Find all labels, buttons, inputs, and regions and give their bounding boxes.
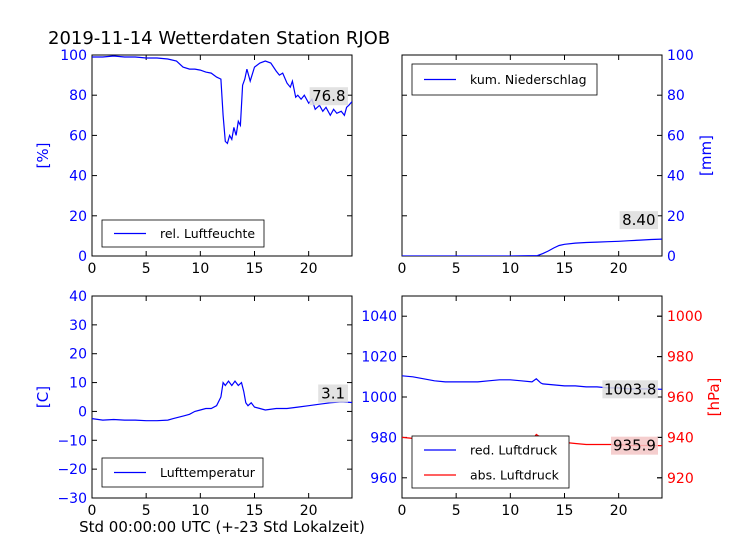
x-axis-label: Std 00:00:00 UTC (+-23 Std Lokalzeit) [79, 518, 365, 536]
y-tick-label-right: 960 [667, 390, 694, 406]
last-value-label: 76.8 [312, 87, 345, 105]
last-value-label: 935.9 [613, 437, 656, 455]
panel-temperature: 0 5 10 15 20 −30 −20 −10 0 10 20 30 40 [C] 3.1 Lufttemp… [34, 289, 353, 519]
y-tick-label-right: 940 [667, 430, 694, 446]
y-tick-label: 80 [69, 88, 87, 104]
legend-entry: Lufttemperatur [160, 465, 256, 480]
legend: kum. Niederschlag [411, 63, 598, 96]
x-tick-label: 10 [501, 503, 519, 519]
x-tick-label: 15 [556, 503, 574, 519]
value-label-box [611, 436, 658, 455]
legend: red. Luftdruck abs. Luftdruck [411, 435, 570, 489]
x-tick-label: 0 [88, 261, 97, 277]
y-tick-label: 60 [69, 128, 87, 144]
y-axis-label: [C] [34, 386, 52, 408]
x-tick-label: 5 [452, 261, 461, 277]
y-axis-label-right: [hPa] [705, 378, 723, 417]
y-axis-label: [%] [34, 143, 52, 169]
legend-frame [411, 435, 570, 489]
y-tick-label: −10 [57, 433, 87, 449]
y-tick-label: 20 [69, 347, 87, 363]
y-tick-label: −30 [57, 491, 87, 507]
y-tick-label-right: 0 [667, 249, 676, 265]
y-tick-label-right: 1000 [667, 309, 703, 325]
y-tick-label: 10 [69, 376, 87, 392]
y-tick-label-right: 980 [667, 350, 694, 366]
panel-pressure: 0 5 10 15 20 960 980 1000 1020 1040 920 940 960 980 10… [361, 295, 723, 519]
figure-title: 2019-11-14 Wetterdaten Station RJOB [48, 28, 390, 49]
x-tick-label: 0 [398, 261, 407, 277]
x-tick-label: 20 [300, 261, 318, 277]
x-tick-label: 5 [142, 261, 151, 277]
y-tick-label: 40 [69, 289, 87, 305]
x-tick-label: 20 [300, 503, 318, 519]
value-label-box [602, 380, 658, 399]
x-tick-label: 15 [246, 503, 264, 519]
plot-frame [91, 54, 353, 257]
y-tick-label-right: 20 [667, 209, 685, 225]
legend-entry: red. Luftdruck [470, 443, 558, 458]
y-tick-label: 30 [69, 318, 87, 334]
y-axis-label: [mm] [697, 135, 715, 176]
series-line-precip-0 [402, 238, 662, 256]
panel-humidity: 0 5 10 15 20 0 20 40 60 80 100 [%] 76.8 rel. Luftfeuc… [34, 48, 353, 277]
x-tick-label: 20 [610, 261, 628, 277]
x-tick-label: 20 [610, 503, 628, 519]
x-tick-label: 10 [191, 503, 209, 519]
y-tick-label: 100 [60, 48, 87, 64]
x-tick-label: 15 [246, 261, 264, 277]
x-tick-label: 0 [398, 503, 407, 519]
x-tick-label: 10 [191, 261, 209, 277]
y-tick-label: 1000 [361, 390, 397, 406]
y-tick-label-right: 920 [667, 471, 694, 487]
last-value-label: 1003.8 [604, 380, 657, 398]
y-tick-label-right: 40 [667, 169, 685, 185]
series-line-humidity-0 [92, 55, 352, 145]
y-tick-label: 960 [370, 471, 397, 487]
y-tick-label: 0 [78, 249, 87, 265]
x-tick-label: 10 [501, 261, 519, 277]
last-value-label: 8.40 [622, 211, 655, 229]
legend-entry: rel. Luftfeuchte [160, 226, 255, 241]
series-line-temperature-0 [92, 380, 352, 422]
last-value-label: 3.1 [321, 384, 345, 402]
y-tick-label-right: 100 [667, 48, 694, 64]
y-tick-label: 20 [69, 209, 87, 225]
y-tick-label: 1040 [361, 309, 397, 325]
y-tick-label: −20 [57, 462, 87, 478]
value-label-box [309, 87, 348, 106]
x-tick-label: 5 [452, 503, 461, 519]
value-label-box [619, 211, 658, 230]
y-tick-label: 980 [370, 430, 397, 446]
legend: Lufttemperatur [101, 457, 264, 488]
x-tick-label: 0 [88, 503, 97, 519]
y-tick-label: 0 [78, 404, 87, 420]
y-tick-label-right: 60 [667, 128, 685, 144]
y-tick-label: 1020 [361, 350, 397, 366]
panel-precip: 0 5 10 15 20 0 20 40 60 80 100 [mm] 8.40 kum. Nieders… [398, 48, 715, 277]
y-tick-label: 40 [69, 169, 87, 185]
value-label-box [318, 384, 348, 403]
legend-entry: abs. Luftdruck [470, 468, 560, 483]
x-tick-label: 5 [142, 503, 151, 519]
plot-frame [91, 295, 353, 499]
legend-entry: kum. Niederschlag [470, 72, 587, 87]
y-tick-label-right: 80 [667, 88, 685, 104]
x-tick-label: 15 [556, 261, 574, 277]
legend: rel. Luftfeuchte [101, 219, 265, 248]
